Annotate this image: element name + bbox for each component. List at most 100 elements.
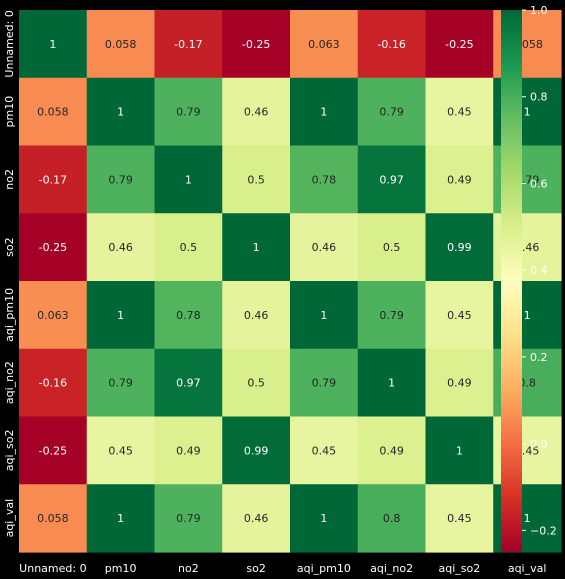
heatmap-cell-so2-no2 xyxy=(154,213,223,282)
heatmap-cell-aqi_val-so2 xyxy=(222,484,291,553)
heatmap-cell-aqi_so2-Unnamed: 0 xyxy=(19,416,88,485)
cell-annotation: 0.79 xyxy=(108,377,133,390)
cell-annotation: 1 xyxy=(456,444,463,457)
heatmap-cell-aqi_pm10-aqi_pm10 xyxy=(290,281,359,350)
cell-annotation: 0.49 xyxy=(176,444,201,457)
heatmap-cell-aqi_no2-aqi_no2 xyxy=(357,348,427,418)
heatmap-cell-aqi_pm10-aqi_so2 xyxy=(425,281,494,350)
cell-annotation: 0.79 xyxy=(176,106,201,119)
heatmap-cell-aqi_no2-so2 xyxy=(222,348,291,418)
cell-annotation: 1 xyxy=(320,309,327,322)
x-tick-label: so2 xyxy=(246,562,265,575)
cell-annotation: 0.45 xyxy=(447,106,472,119)
colorbar-tick-label: 0.8 xyxy=(530,91,548,104)
heatmap-cell-no2-Unnamed: 0 xyxy=(19,145,88,214)
cell-annotation: 0.97 xyxy=(379,173,404,186)
cell-annotation: 0.063 xyxy=(37,309,69,322)
colorbar-ticks: −0.2 0.0 0.2 0.4 0.6 0.8 1.0 xyxy=(522,4,557,537)
heatmap-cell-Unnamed: 0-pm10 xyxy=(86,10,156,79)
heatmap-cell-pm10-pm10 xyxy=(86,77,156,147)
cell-annotation: 1 xyxy=(524,512,531,525)
heatmap-annotations: 1 0.058 -0.17 -0.25 0.063 -0.16 -0.25 0.058 0.05… xyxy=(37,38,543,525)
heatmap-cell-Unnamed: 0-no2 xyxy=(154,10,223,79)
cell-annotation: 1 xyxy=(117,309,124,322)
cell-annotation: 0.79 xyxy=(379,309,404,322)
heatmap-cell-so2-aqi_so2 xyxy=(425,213,494,282)
heatmap-cell-aqi_so2-aqi_pm10 xyxy=(290,416,359,485)
x-tick-label: aqi_so2 xyxy=(439,562,481,575)
heatmap-cell-aqi_no2-aqi_so2 xyxy=(425,348,494,418)
colorbar xyxy=(501,10,522,552)
cell-annotation: -0.25 xyxy=(39,444,67,457)
cell-annotation: 1 xyxy=(388,377,395,390)
cell-annotation: 0.45 xyxy=(447,309,472,322)
cell-annotation: -0.25 xyxy=(445,38,473,51)
cell-annotation: 0.46 xyxy=(108,241,133,254)
heatmap-cell-aqi_no2-aqi_pm10 xyxy=(290,348,359,418)
heatmap-cell-so2-aqi_pm10 xyxy=(290,213,359,282)
cell-annotation: 1 xyxy=(49,38,56,51)
x-tick-label: pm10 xyxy=(105,562,137,575)
heatmap-cell-Unnamed: 0-aqi_no2 xyxy=(357,10,427,79)
heatmap-cell-pm10-so2 xyxy=(222,77,291,147)
heatmap-cell-aqi_no2-pm10 xyxy=(86,348,156,418)
cell-annotation: 0.8 xyxy=(518,377,536,390)
heatmap-cell-aqi_pm10-no2 xyxy=(154,281,223,350)
heatmap-cell-aqi_val-aqi_so2 xyxy=(425,484,494,553)
colorbar-tick-label: 0.4 xyxy=(530,264,548,277)
cell-annotation: 0.49 xyxy=(447,377,472,390)
heatmap-cell-aqi_so2-aqi_so2 xyxy=(425,416,494,485)
heatmap-cell-aqi_pm10-pm10 xyxy=(86,281,156,350)
y-tick-label: Unnamed: 0 xyxy=(3,10,16,77)
cell-annotation: 0.46 xyxy=(244,309,269,322)
cell-annotation: -0.25 xyxy=(39,241,67,254)
x-tick-label: Unnamed: 0 xyxy=(19,562,86,575)
colorbar-tick-label: 0.0 xyxy=(530,438,548,451)
cell-annotation: -0.16 xyxy=(377,38,405,51)
heatmap-cell-pm10-aqi_pm10 xyxy=(290,77,359,147)
y-tick-label: pm10 xyxy=(3,96,16,128)
heatmap-cell-so2-so2 xyxy=(222,213,291,282)
heatmap-cell-aqi_val-aqi_no2 xyxy=(357,484,427,553)
cell-annotation: 0.46 xyxy=(312,241,337,254)
heatmap-cell-aqi_val-aqi_pm10 xyxy=(290,484,359,553)
heatmap-cell-pm10-aqi_so2 xyxy=(425,77,494,147)
cell-annotation: 0.45 xyxy=(312,444,337,457)
heatmap-cell-no2-aqi_so2 xyxy=(425,145,494,214)
heatmap-cell-no2-no2 xyxy=(154,145,223,214)
heatmap-cell-pm10-Unnamed: 0 xyxy=(19,77,88,147)
cell-annotation: 1 xyxy=(524,309,531,322)
cell-annotation: 0.5 xyxy=(383,241,401,254)
heatmap-cell-pm10-aqi_no2 xyxy=(357,77,427,147)
y-tick-label: aqi_so2 xyxy=(3,430,16,472)
cell-annotation: 0.97 xyxy=(176,377,201,390)
heatmap-cell-aqi_pm10-so2 xyxy=(222,281,291,350)
heatmap-cell-Unnamed: 0-Unnamed: 0 xyxy=(19,10,88,79)
cell-annotation: 0.8 xyxy=(383,512,401,525)
y-tick-label: so2 xyxy=(3,237,16,256)
heatmap-cell-aqi_val-pm10 xyxy=(86,484,156,553)
heatmap-cell-Unnamed: 0-aqi_so2 xyxy=(425,10,494,79)
cell-annotation: 1 xyxy=(320,512,327,525)
cell-annotation: -0.25 xyxy=(242,38,270,51)
cell-annotation: 0.5 xyxy=(247,173,265,186)
cell-annotation: 0.5 xyxy=(247,377,265,390)
heatmap-cell-no2-pm10 xyxy=(86,145,156,214)
heatmap-cell-Unnamed: 0-aqi_pm10 xyxy=(290,10,359,79)
cell-annotation: 0.063 xyxy=(308,38,340,51)
heatmap-cell-aqi_so2-aqi_no2 xyxy=(357,416,427,485)
cell-annotation: 0.78 xyxy=(176,309,201,322)
cell-annotation: 0.79 xyxy=(176,512,201,525)
heatmap-cell-pm10-no2 xyxy=(154,77,223,147)
y-tick-label: aqi_pm10 xyxy=(3,288,16,342)
cell-annotation: 0.058 xyxy=(37,512,69,525)
heatmap-cell-no2-so2 xyxy=(222,145,291,214)
x-tick-label: no2 xyxy=(178,562,199,575)
cell-annotation: -0.17 xyxy=(39,173,67,186)
cell-annotation: 1 xyxy=(117,106,124,119)
heatmap-cell-no2-aqi_no2 xyxy=(357,145,427,214)
heatmap-cell-aqi_so2-no2 xyxy=(154,416,223,485)
heatmap-cell-aqi_no2-Unnamed: 0 xyxy=(19,348,88,418)
colorbar-tick-label: 0.6 xyxy=(530,177,548,190)
